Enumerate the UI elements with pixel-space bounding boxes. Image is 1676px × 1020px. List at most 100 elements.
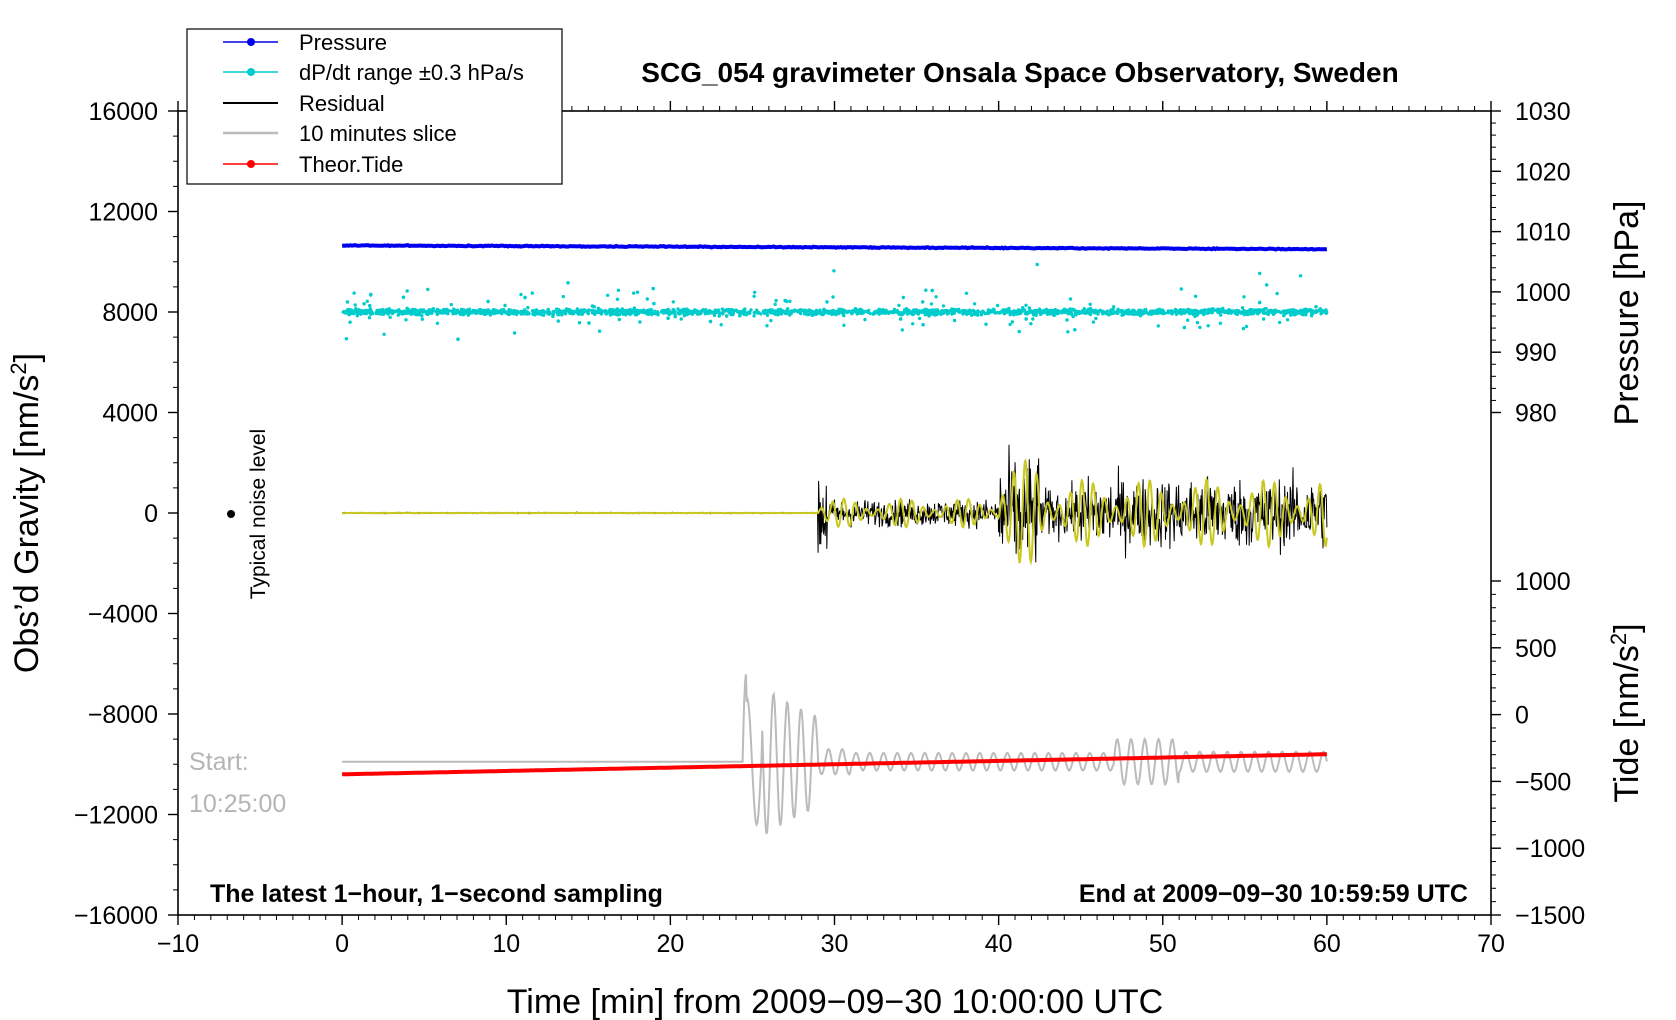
dpdt-point [917, 316, 922, 321]
dpdt-point [353, 303, 357, 307]
legend-dpdt-dot [247, 68, 255, 76]
dpdt-point [921, 323, 925, 327]
dpdt-point [381, 312, 386, 316]
dpdt-point [514, 311, 518, 316]
dpdt-point [625, 310, 629, 314]
x-tick-label: 50 [1149, 930, 1177, 958]
dpdt-point [369, 293, 373, 297]
dpdt-point [649, 308, 654, 312]
dpdt-point [904, 307, 909, 311]
dpdt-point [1206, 308, 1211, 312]
dpdt-point [1017, 329, 1021, 334]
dpdt-point [975, 311, 979, 315]
dpdt-point [482, 312, 487, 316]
dpdt-point [1010, 310, 1015, 314]
dpdt-point [1273, 308, 1277, 312]
dpdt-point [466, 311, 471, 315]
dpdt-point [405, 289, 409, 293]
dpdt-point [924, 288, 928, 292]
y-tick-label-left: 16000 [88, 98, 158, 126]
dpdt-point [1190, 309, 1195, 313]
dpdt-point [531, 312, 535, 316]
y-axis-title-pressure: Pressure [hPa] [1608, 201, 1646, 426]
dpdt-point [748, 310, 752, 314]
dpdt-point [1219, 313, 1223, 317]
legend: Pressure dP/dt range ±0.3 hPa/s Residual… [186, 28, 563, 185]
dpdt-point [844, 309, 849, 314]
y-axis-title-left-end: ] [8, 353, 46, 362]
dpdt-point [1073, 328, 1077, 332]
dpdt-point [1088, 302, 1092, 306]
dpdt-point [877, 312, 881, 316]
dpdt-point [1068, 297, 1073, 301]
dpdt-point [1264, 307, 1268, 311]
dpdt-point [779, 312, 784, 316]
dpdt-point [411, 309, 416, 314]
y-tick-label-left: −16000 [74, 902, 158, 930]
dpdt-point [946, 311, 951, 315]
dpdt-point [744, 312, 749, 317]
dpdt-point [632, 291, 636, 295]
dpdt-point [988, 310, 992, 314]
dpdt-point [1270, 309, 1275, 313]
y-tick-label-tide: −1500 [1515, 902, 1585, 930]
dpdt-point [696, 312, 700, 316]
y-tick-label-tide: 1000 [1515, 568, 1571, 596]
dpdt-point [1163, 311, 1167, 315]
dpdt-point [673, 313, 677, 317]
dpdt-point [1249, 312, 1253, 316]
dpdt-point [375, 308, 379, 313]
dpdt-point [1138, 314, 1143, 318]
dpdt-point [556, 310, 561, 314]
dpdt-point [731, 309, 735, 313]
dpdt-point [1314, 305, 1318, 309]
dpdt-point [435, 321, 440, 325]
dpdt-point [559, 312, 564, 317]
dpdt-point [1015, 309, 1020, 313]
dpdt-point [671, 300, 675, 304]
x-tick-label: 30 [821, 930, 849, 958]
x-tick-label: 10 [492, 930, 520, 958]
dpdt-point [703, 308, 708, 313]
dpdt-point [1294, 311, 1299, 315]
dpdt-point [1241, 326, 1246, 331]
start-time-label: 10:25:00 [189, 790, 286, 818]
dpdt-point [1002, 311, 1007, 316]
dpdt-point [1024, 303, 1028, 307]
dpdt-point [1105, 309, 1110, 313]
dpdt-point [597, 329, 602, 333]
dpdt-point [401, 295, 406, 299]
dpdt-point [502, 308, 506, 312]
dpdt-point [682, 313, 686, 318]
dpdt-point [827, 311, 831, 316]
dpdt-point [1121, 310, 1126, 314]
dpdt-point [1304, 312, 1308, 317]
dpdt-point [1182, 311, 1187, 315]
dpdt-point [825, 300, 829, 304]
y-tick-label-pressure: 1030 [1515, 98, 1571, 126]
dpdt-point [353, 310, 357, 314]
dpdt-point [1024, 317, 1028, 321]
dpdt-point [352, 291, 356, 295]
dpdt-point [430, 311, 434, 315]
dpdt-point [450, 309, 454, 313]
dpdt-point [810, 310, 814, 314]
dpdt-point [667, 309, 671, 313]
dpdt-point [596, 306, 601, 311]
dpdt-point [1300, 310, 1304, 315]
dpdt-point [342, 309, 346, 314]
dpdt-point [832, 269, 836, 273]
dpdt-point [590, 311, 595, 315]
dpdt-point [1216, 307, 1220, 311]
dpdt-point [713, 311, 717, 315]
dpdt-point [1094, 316, 1098, 321]
dpdt-point [875, 309, 879, 314]
data-layer [341, 243, 1329, 835]
note-end-time: End at 2009−09−30 10:59:59 UTC [1079, 880, 1468, 908]
dpdt-point [635, 312, 639, 317]
dpdt-point [927, 309, 932, 314]
dpdt-point [818, 308, 822, 312]
dpdt-point [1257, 310, 1262, 314]
dpdt-point [486, 299, 490, 304]
dpdt-point [551, 314, 555, 318]
